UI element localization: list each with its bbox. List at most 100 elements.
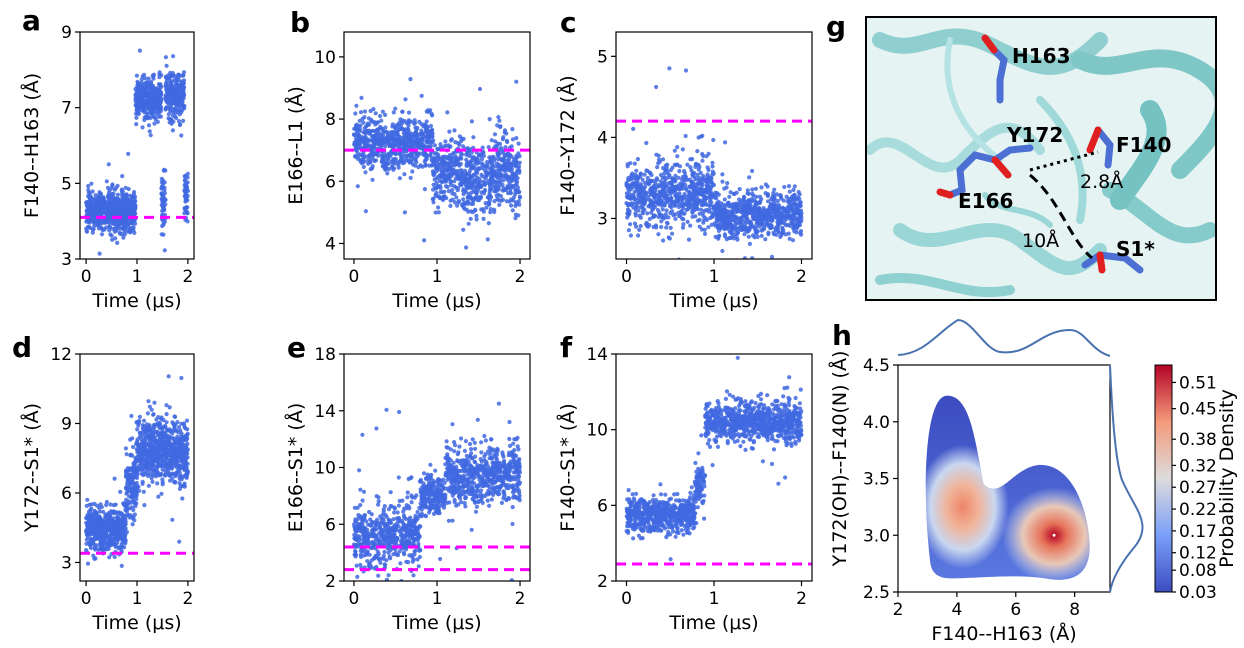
data-point [494,180,499,186]
data-point [686,197,691,203]
data-point [737,187,742,192]
data-point [743,225,748,230]
data-point [162,180,167,185]
data-point [753,186,759,191]
data-point [786,204,791,209]
data-point [423,123,428,128]
data-point [672,162,678,167]
data-point [723,140,728,145]
data-point [353,111,358,116]
data-point [779,219,784,224]
data-point [152,99,157,104]
data-point [699,188,704,193]
data-point [369,149,374,154]
data-point [702,231,708,236]
data-point [391,110,396,115]
data-point [170,83,175,88]
data-point [103,202,108,207]
data-point [788,196,794,201]
data-point [511,159,516,164]
data-point [457,176,462,181]
data-point [103,515,108,521]
data-point [778,234,783,239]
data-point [144,80,149,85]
data-point [454,159,459,164]
data-point [676,204,682,210]
data-point [101,197,106,203]
data-point [118,489,123,494]
data-point [140,125,145,130]
data-point [642,172,647,177]
data-point [480,174,485,179]
data-point [110,194,115,199]
data-point [122,517,127,522]
data-point [414,127,419,132]
data-point [496,165,501,170]
data-point [100,529,105,534]
data-point [90,189,95,194]
data-point [164,79,169,84]
data-point [655,165,660,170]
data-point [402,172,407,177]
data-point [115,240,120,245]
data-point [159,176,164,181]
data-point [637,191,642,196]
data-point [378,113,383,119]
data-point [361,159,366,164]
data-point [509,154,514,159]
data-point [483,176,488,181]
data-point [358,110,364,115]
data-point [728,190,733,195]
data-point [403,97,408,102]
data-point [105,185,111,190]
data-point [366,128,371,133]
data-point [680,225,686,230]
data-point [431,161,436,166]
data-point [466,209,471,214]
data-point [106,526,111,531]
data-point [489,195,494,200]
data-point [424,153,429,158]
data-point [84,209,89,214]
data-point [647,223,652,228]
data-point [469,184,474,189]
data-point [436,205,441,210]
data-point [687,177,692,182]
data-point [498,179,503,185]
data-point [97,509,102,514]
data-point [714,212,720,217]
data-point [385,171,390,176]
data-point [162,212,168,217]
data-point [768,222,773,227]
data-point [132,512,137,517]
data-point [704,207,709,213]
data-point [428,153,433,158]
data-point [784,209,790,214]
data-point [396,162,401,167]
data-point [122,208,127,213]
data-point [123,538,128,543]
data-point [401,130,406,136]
data-point [443,143,449,148]
data-point [170,95,175,100]
data-point [739,216,744,221]
data-point [504,175,509,180]
data-point [98,525,103,531]
data-point [108,522,113,528]
data-point [144,110,149,115]
data-point [654,225,659,230]
data-point [103,521,108,526]
data-point [664,208,669,213]
data-point [183,173,188,178]
data-point [627,177,632,182]
data-point [470,155,475,160]
data-point [710,160,715,165]
data-point [673,216,678,221]
data-point [428,123,434,129]
data-point [160,199,165,205]
data-point [178,89,183,94]
data-point [102,220,107,225]
data-point [125,477,130,482]
data-point [446,189,451,194]
